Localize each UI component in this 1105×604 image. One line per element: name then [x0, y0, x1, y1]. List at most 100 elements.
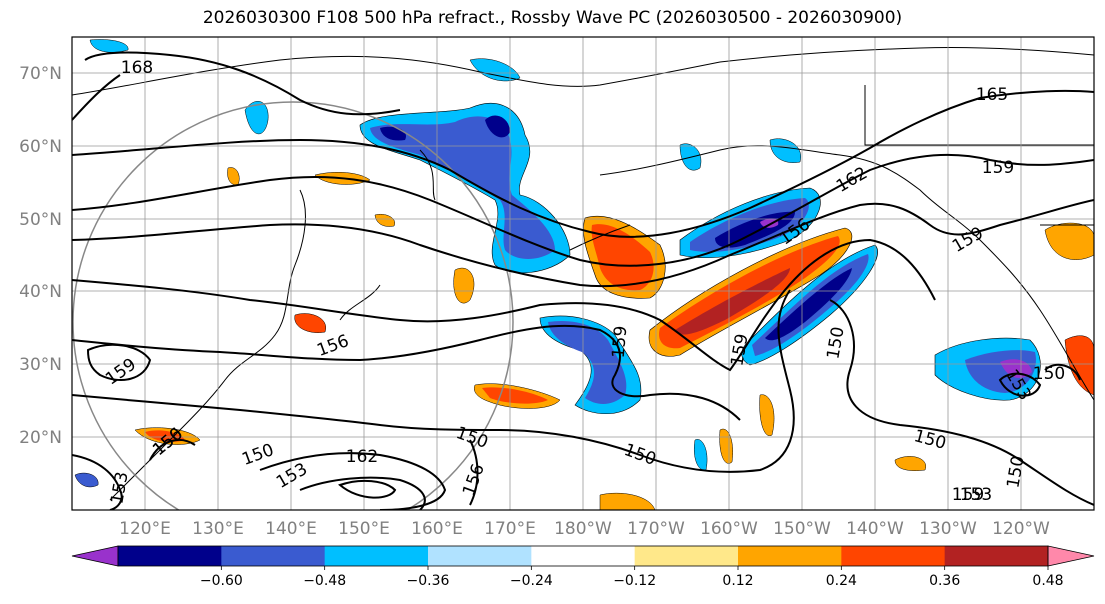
lat-label: 50°N [19, 210, 62, 230]
contour-label: 168 [121, 58, 153, 78]
border-alaska-canada [864, 85, 1094, 146]
colorbar-tick-label: 0.36 [929, 573, 960, 589]
lon-label: 160°E [411, 519, 463, 539]
lon-label: 150°W [773, 519, 831, 539]
contour-153-d [998, 372, 1042, 397]
lat-label: 30°N [19, 355, 62, 375]
contour-label: 159 [952, 485, 984, 505]
lon-label: 120°E [119, 519, 171, 539]
lon-label: 170°E [484, 519, 536, 539]
colorbar-tick-label: 0.24 [826, 573, 857, 589]
colorbar-segment [944, 546, 1049, 566]
colorbar-segment [841, 546, 946, 566]
colorbar-extend-high [1047, 545, 1095, 567]
coastline-arctic [72, 46, 1094, 96]
colorbar-tick-label: −0.60 [200, 573, 243, 589]
colorbar-tick-label: 0.12 [722, 573, 753, 589]
colorbar-tick-label: −0.36 [407, 573, 450, 589]
contour-156-b [469, 439, 479, 506]
shade-east-red [1064, 335, 1094, 396]
shade-gulf-violet [760, 218, 779, 228]
map-frame [71, 36, 1095, 511]
lon-label: 120°W [992, 519, 1050, 539]
map-title: 2026030300 F108 500 hPa refract., Rossby… [202, 8, 903, 28]
contour-153-c [72, 454, 123, 510]
lon-label: 130°W [919, 519, 977, 539]
coastline-americas [599, 145, 1094, 401]
shade-sw-blue [74, 472, 99, 488]
graticule [72, 37, 1094, 510]
contour-layer [72, 51, 1094, 510]
colorbar-tick-label: −0.12 [613, 573, 656, 589]
shade-central-red [591, 224, 654, 291]
shade-south-orange [719, 428, 733, 464]
contour-153-b [299, 476, 426, 510]
shade-japan-red [294, 313, 327, 333]
contour-150-a [72, 289, 795, 473]
shade-diag-navy [765, 268, 852, 341]
colorbar-segment [634, 546, 739, 566]
coastline-japan [339, 284, 381, 321]
colorbar-segment [324, 546, 429, 566]
contour-159 [72, 199, 1094, 288]
shade-east-orange [1044, 222, 1094, 260]
coastline-asia [109, 189, 306, 501]
shade-siberia-sky [244, 101, 269, 135]
contour-label: 159 [609, 325, 632, 359]
region-circle [72, 101, 514, 510]
lon-label: 180°W [554, 519, 612, 539]
contour-153 [72, 324, 741, 421]
contour-label: 165 [976, 85, 1008, 105]
contour-150-d [149, 439, 196, 461]
contour-168-a [84, 51, 401, 116]
coastline-kamchatka [419, 149, 436, 201]
shade-kamchatka-blue [370, 116, 555, 259]
contour-162-b [338, 479, 397, 499]
coastline-layer [72, 46, 1094, 501]
contour-150-e [1044, 363, 1081, 381]
shade-se-orange [894, 456, 927, 471]
colorbar-segment [531, 546, 636, 566]
contour-162 [72, 153, 1094, 267]
contour-label: 153 [960, 485, 992, 505]
lat-label: 40°N [19, 282, 62, 302]
colorbar-segment [221, 546, 326, 566]
contour-150-b [829, 299, 1094, 506]
contour-159-b [86, 343, 152, 381]
shade-nw-sky [89, 39, 129, 53]
colorbar: −0.60 −0.48 −0.36 −0.24 −0.12 0.12 0.24 0.36 0.4… [71, 545, 1095, 589]
colorbar-outline [117, 545, 1049, 567]
shade-dateline-orange [453, 267, 475, 304]
lat-label: 20°N [19, 428, 62, 448]
contour-150-c [259, 452, 447, 510]
contour-label: 162 [346, 447, 378, 467]
lon-label: 160°W [700, 519, 758, 539]
longitude-labels: 120°E 130°E 140°E 150°E 160°E 170°E 180°W 170°W… [119, 519, 1050, 539]
lon-label: 140°E [265, 519, 317, 539]
colorbar-segment [738, 546, 842, 566]
colorbar-tick-label: −0.24 [510, 573, 553, 589]
lon-label: 170°W [627, 519, 685, 539]
shade-philippines-red [145, 430, 185, 442]
lon-label: 150°E [338, 519, 390, 539]
contour-168-b [72, 74, 121, 121]
colorbar-tick-label: 0.48 [1032, 573, 1063, 589]
lat-label: 70°N [19, 64, 62, 84]
colorbar-tick-label: −0.48 [303, 573, 346, 589]
shade-kamchatka-navy [485, 115, 510, 138]
colorbar-segment [118, 546, 222, 566]
contour-label: 159 [982, 158, 1014, 178]
coastline-aleutians [569, 224, 631, 251]
shade-diag-darkred [675, 268, 790, 335]
lat-label: 60°N [19, 137, 62, 157]
colorbar-extend-low [71, 545, 119, 567]
lon-label: 140°W [846, 519, 904, 539]
colorbar-segment [428, 546, 532, 566]
contour-165 [72, 89, 1094, 238]
shade-south-orange-2 [759, 394, 775, 436]
contour-label: 150 [1033, 364, 1065, 384]
contour-156 [72, 238, 936, 372]
lon-label: 130°E [192, 519, 244, 539]
shade-midpac-blue [548, 320, 627, 404]
